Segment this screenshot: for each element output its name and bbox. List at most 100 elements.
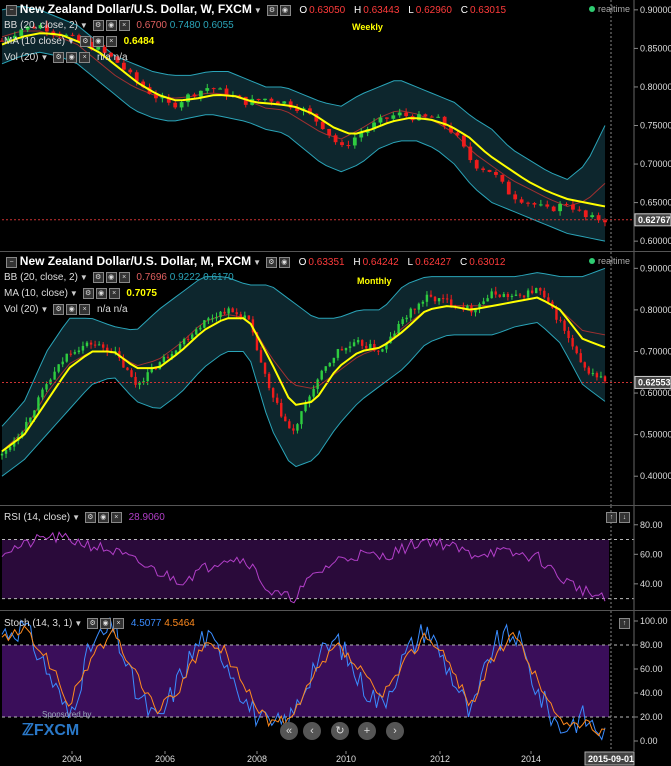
close-icon[interactable]: ×: [113, 617, 125, 629]
close-value: 0.63012: [469, 257, 506, 268]
nav-back-button[interactable]: ‹: [303, 722, 321, 740]
eye-icon[interactable]: ◉: [97, 511, 109, 523]
nav-zoom-in-button[interactable]: +: [358, 722, 376, 740]
x-axis[interactable]: 2004 2006 2008 2010 2012 2014 2015-09-01: [0, 751, 671, 766]
settings-icon[interactable]: ⚙: [265, 256, 277, 268]
pane-separator[interactable]: [0, 610, 671, 611]
candle-bear: [134, 376, 137, 385]
close-label: C: [460, 5, 468, 16]
rsi-row: RSI (14, close) ▼ ⚙ ◉ × 28.9060: [4, 511, 165, 524]
chevron-down-icon[interactable]: ▼: [253, 258, 262, 267]
bb-label[interactable]: BB (20, close, 2): [4, 20, 78, 31]
y-tick-label: 0.00: [640, 736, 658, 746]
candle-bull: [344, 348, 348, 351]
nav-reset-button[interactable]: ↻: [331, 722, 349, 740]
chevron-down-icon[interactable]: ▼: [69, 289, 78, 298]
candle-bear: [587, 367, 591, 374]
chevron-down-icon[interactable]: ▼: [72, 513, 81, 522]
rsi-label[interactable]: RSI (14, close): [4, 512, 71, 523]
settings-icon[interactable]: ⚙: [53, 51, 65, 63]
candle-bear: [128, 69, 133, 73]
chevron-down-icon[interactable]: ▼: [67, 37, 76, 46]
chevron-down-icon[interactable]: ▼: [79, 273, 88, 282]
stoch-label[interactable]: Stoch (14, 3, 1): [4, 618, 73, 629]
candle-bear: [571, 338, 574, 347]
collapse-icon[interactable]: −: [6, 4, 17, 16]
candle-bear: [93, 344, 97, 346]
eye-icon[interactable]: ◉: [105, 19, 117, 31]
eye-icon[interactable]: ◉: [278, 256, 290, 268]
settings-icon[interactable]: ⚙: [79, 35, 91, 47]
vol-label[interactable]: Vol (20): [4, 304, 39, 315]
nav-rewind-button[interactable]: «: [280, 722, 298, 740]
candle-bull: [199, 327, 202, 330]
bollinger-band-fill: [2, 6, 605, 242]
ma-label[interactable]: MA (10 close): [4, 36, 66, 47]
weekly-title[interactable]: New Zealand Dollar/U.S. Dollar, W, FXCM: [19, 2, 252, 16]
move-down-icon[interactable]: ↓: [619, 512, 630, 523]
candle-bull: [425, 294, 429, 302]
move-up-icon[interactable]: ↑: [606, 512, 617, 523]
candle-bear: [211, 88, 216, 90]
chevron-down-icon[interactable]: ▼: [40, 53, 49, 62]
settings-icon[interactable]: ⚙: [92, 19, 104, 31]
vol-label[interactable]: Vol (20): [4, 52, 39, 63]
chevron-down-icon[interactable]: ▼: [40, 305, 49, 314]
eye-icon[interactable]: ◉: [279, 4, 291, 16]
candle-bull: [482, 301, 485, 305]
close-icon[interactable]: ×: [118, 19, 130, 31]
pane-separator[interactable]: [0, 505, 671, 506]
candle-bear: [433, 296, 437, 302]
candle-bull: [296, 424, 299, 431]
stoch-chart[interactable]: 100.00 80.00 60.00 40.00 20.00 0.00: [0, 611, 671, 751]
ma-value: 0.7075: [126, 288, 157, 299]
close-icon[interactable]: ×: [108, 287, 120, 299]
rsi-chart[interactable]: 80.00 60.00 40.00: [0, 506, 671, 610]
pane-separator[interactable]: [0, 251, 671, 252]
chevron-down-icon[interactable]: ▼: [74, 619, 83, 628]
fxcm-logo[interactable]: ℤFXCM: [22, 722, 80, 739]
settings-icon[interactable]: ⚙: [87, 617, 99, 629]
candle-bear: [115, 56, 120, 63]
collapse-icon[interactable]: −: [6, 256, 17, 268]
candle-bear: [235, 312, 238, 315]
candle-bear: [555, 307, 558, 320]
chevron-down-icon[interactable]: ▼: [79, 21, 88, 30]
close-icon[interactable]: ×: [79, 51, 91, 63]
close-icon[interactable]: ×: [110, 511, 122, 523]
weekly-chart[interactable]: 0.90000 0.85000 0.80000 0.75000 0.70000 0.650…: [0, 0, 671, 251]
monthly-chart[interactable]: 0.90000 0.80000 0.70000 0.60000 0.50000 0.400…: [0, 252, 671, 505]
eye-icon[interactable]: ◉: [66, 303, 78, 315]
bb-label[interactable]: BB (20, close, 2): [4, 272, 78, 283]
settings-icon[interactable]: ⚙: [92, 271, 104, 283]
move-up-icon[interactable]: ↑: [619, 618, 630, 629]
current-date-label: 2015-09-01: [588, 754, 634, 764]
close-icon[interactable]: ×: [105, 35, 117, 47]
eye-icon[interactable]: ◉: [92, 35, 104, 47]
candle-bull: [138, 382, 141, 385]
monthly-vol-row: Vol (20) ▼ ⚙ ◉ × n/a n/a: [4, 303, 128, 316]
close-icon[interactable]: ×: [118, 271, 130, 283]
settings-icon[interactable]: ⚙: [266, 4, 278, 16]
close-icon[interactable]: ×: [79, 303, 91, 315]
candle-bull: [6, 38, 11, 41]
candle-bull: [591, 373, 595, 375]
settings-icon[interactable]: ⚙: [84, 511, 96, 523]
candle-bear: [109, 52, 113, 57]
chevron-down-icon[interactable]: ▼: [253, 6, 262, 15]
eye-icon[interactable]: ◉: [105, 271, 117, 283]
close-label: C: [460, 257, 468, 268]
eye-icon[interactable]: ◉: [66, 51, 78, 63]
nav-forward-button[interactable]: ›: [386, 722, 404, 740]
eye-icon[interactable]: ◉: [100, 617, 112, 629]
eye-icon[interactable]: ◉: [95, 287, 107, 299]
settings-icon[interactable]: ⚙: [53, 303, 65, 315]
candle-bull: [182, 338, 186, 345]
candle-bull: [490, 291, 493, 299]
open-label: O: [299, 5, 308, 16]
candle-bear: [360, 340, 364, 346]
monthly-title[interactable]: New Zealand Dollar/U.S. Dollar, M, FXCM: [19, 254, 252, 268]
bollinger-lower-line: [1, 51, 606, 242]
ma-label[interactable]: MA (10, close): [4, 288, 68, 299]
settings-icon[interactable]: ⚙: [82, 287, 94, 299]
